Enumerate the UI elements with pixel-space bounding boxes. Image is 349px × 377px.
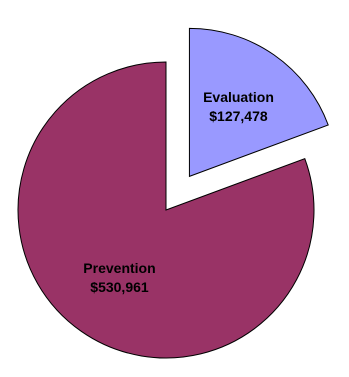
slice-evaluation-value-label: $127,478 [209,108,268,124]
slice-prevention-value-label: $530,961 [90,279,149,295]
slice-evaluation-name-label: Evaluation [203,89,274,105]
slice-prevention-name-label: Prevention [83,260,155,276]
slice-prevention [17,61,315,359]
slice-evaluation [188,27,329,178]
